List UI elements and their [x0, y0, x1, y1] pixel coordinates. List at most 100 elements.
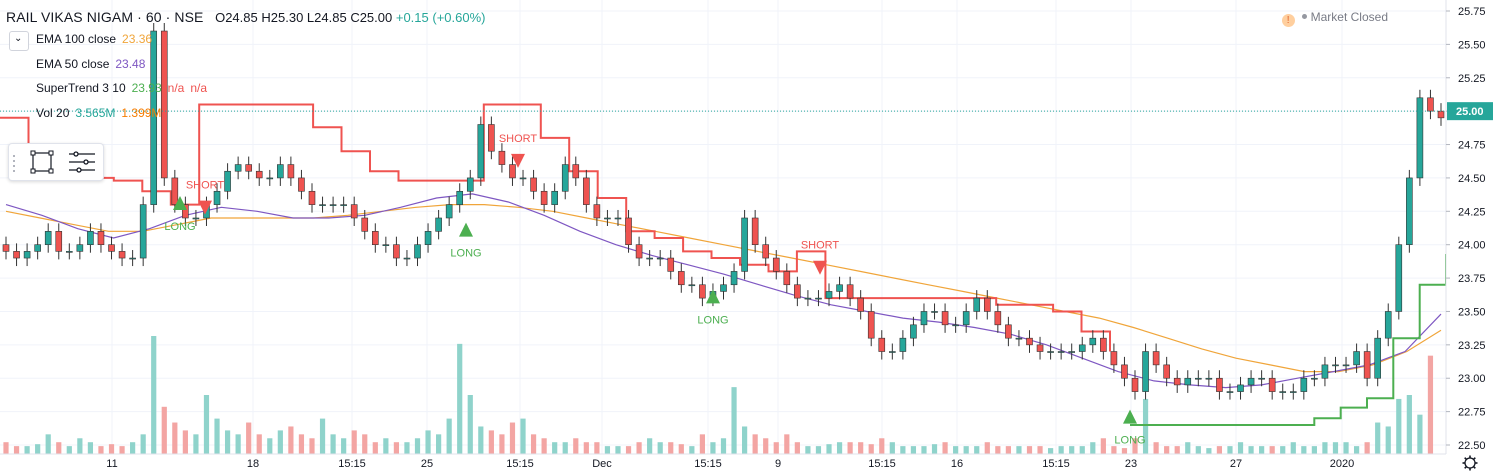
candle[interactable] [1068, 343, 1075, 360]
legend-collapse-button[interactable]: ⌄ [9, 31, 29, 51]
candle[interactable] [1279, 383, 1287, 400]
candle[interactable] [1047, 343, 1054, 360]
candle[interactable] [466, 169, 474, 200]
candle[interactable] [994, 303, 1002, 333]
candle[interactable] [213, 183, 221, 213]
candle[interactable] [836, 276, 843, 300]
candle[interactable] [329, 196, 337, 213]
candle[interactable] [87, 223, 94, 253]
candle[interactable] [1057, 343, 1065, 360]
candle[interactable] [1195, 370, 1202, 387]
candle[interactable] [1026, 330, 1033, 353]
candle[interactable] [688, 276, 696, 293]
candle[interactable] [424, 223, 432, 253]
candle[interactable] [477, 116, 485, 186]
candle[interactable] [129, 250, 136, 267]
candle[interactable] [656, 250, 664, 267]
candle[interactable] [720, 276, 727, 300]
candle[interactable] [498, 143, 506, 173]
candle[interactable] [76, 236, 84, 260]
candle[interactable] [699, 276, 706, 307]
candle[interactable] [1311, 370, 1318, 387]
candle[interactable] [1427, 89, 1434, 120]
candle[interactable] [139, 196, 147, 267]
candle[interactable] [804, 290, 812, 307]
candle[interactable] [372, 223, 379, 253]
candle[interactable] [910, 316, 917, 347]
candle[interactable] [825, 283, 833, 307]
candle[interactable] [983, 290, 991, 320]
drag-handle-icon[interactable] [13, 152, 17, 172]
candle[interactable] [287, 156, 295, 186]
candle[interactable] [741, 209, 748, 280]
candle[interactable] [952, 316, 959, 333]
candle[interactable] [2, 236, 10, 260]
candle[interactable] [55, 223, 63, 260]
candle[interactable] [751, 209, 759, 253]
candle[interactable] [224, 163, 231, 200]
candle[interactable] [1152, 343, 1160, 373]
candle[interactable] [1406, 169, 1413, 253]
candle[interactable] [1005, 316, 1012, 347]
candle[interactable] [941, 303, 949, 333]
candle[interactable] [635, 236, 643, 267]
candle[interactable] [108, 236, 115, 260]
candle[interactable] [382, 236, 390, 253]
candle[interactable] [308, 183, 316, 213]
candle[interactable] [118, 243, 126, 267]
candle[interactable] [456, 183, 464, 213]
candle[interactable] [1121, 356, 1128, 387]
candle[interactable] [1142, 343, 1149, 400]
candle[interactable] [878, 330, 886, 360]
candle[interactable] [66, 243, 73, 260]
candle[interactable] [920, 303, 928, 333]
candle[interactable] [667, 250, 675, 280]
candle[interactable] [255, 163, 263, 186]
candle[interactable] [245, 156, 252, 180]
candle[interactable] [762, 236, 770, 267]
candle[interactable] [1205, 370, 1213, 387]
candle[interactable] [677, 263, 685, 293]
candle[interactable] [593, 196, 601, 226]
candle[interactable] [1078, 336, 1086, 360]
candle[interactable] [340, 196, 347, 213]
price-axis[interactable]: 25.75 25.50 25.25 25.00 24.75 24.50 24.25 24.00… [1445, 0, 1494, 474]
candle[interactable] [1342, 356, 1350, 373]
candle[interactable] [435, 209, 442, 240]
candle[interactable] [1100, 330, 1107, 360]
candle[interactable] [889, 343, 896, 360]
candle[interactable] [614, 209, 622, 226]
candle[interactable] [1289, 383, 1297, 400]
candle[interactable] [234, 156, 242, 180]
candle[interactable] [783, 263, 791, 293]
candle[interactable] [182, 196, 189, 226]
candle[interactable] [1184, 370, 1192, 393]
candle[interactable] [1395, 236, 1403, 320]
candle[interactable] [1268, 370, 1276, 400]
rectangle-tool-icon[interactable] [30, 150, 54, 174]
candle[interactable] [171, 169, 179, 213]
gear-icon[interactable] [1462, 455, 1478, 471]
candle[interactable] [931, 303, 938, 320]
candle[interactable] [540, 183, 548, 213]
candle[interactable] [266, 169, 274, 186]
candle[interactable] [1300, 370, 1308, 400]
candle[interactable] [44, 223, 52, 253]
candle[interactable] [414, 236, 421, 267]
candle[interactable] [794, 276, 801, 307]
candle[interactable] [561, 156, 569, 200]
candle[interactable] [1237, 376, 1244, 400]
candle[interactable] [1089, 330, 1097, 353]
candle[interactable] [277, 156, 284, 186]
candle[interactable] [1384, 303, 1392, 347]
candle[interactable] [1332, 356, 1339, 373]
candle[interactable] [530, 169, 537, 200]
candle[interactable] [1216, 370, 1223, 400]
candle[interactable] [1110, 343, 1118, 373]
candle[interactable] [1321, 356, 1329, 387]
candle[interactable] [34, 236, 41, 260]
candle[interactable] [772, 250, 780, 280]
candle[interactable] [361, 209, 369, 240]
candle[interactable] [730, 263, 738, 293]
candle[interactable] [583, 169, 590, 213]
